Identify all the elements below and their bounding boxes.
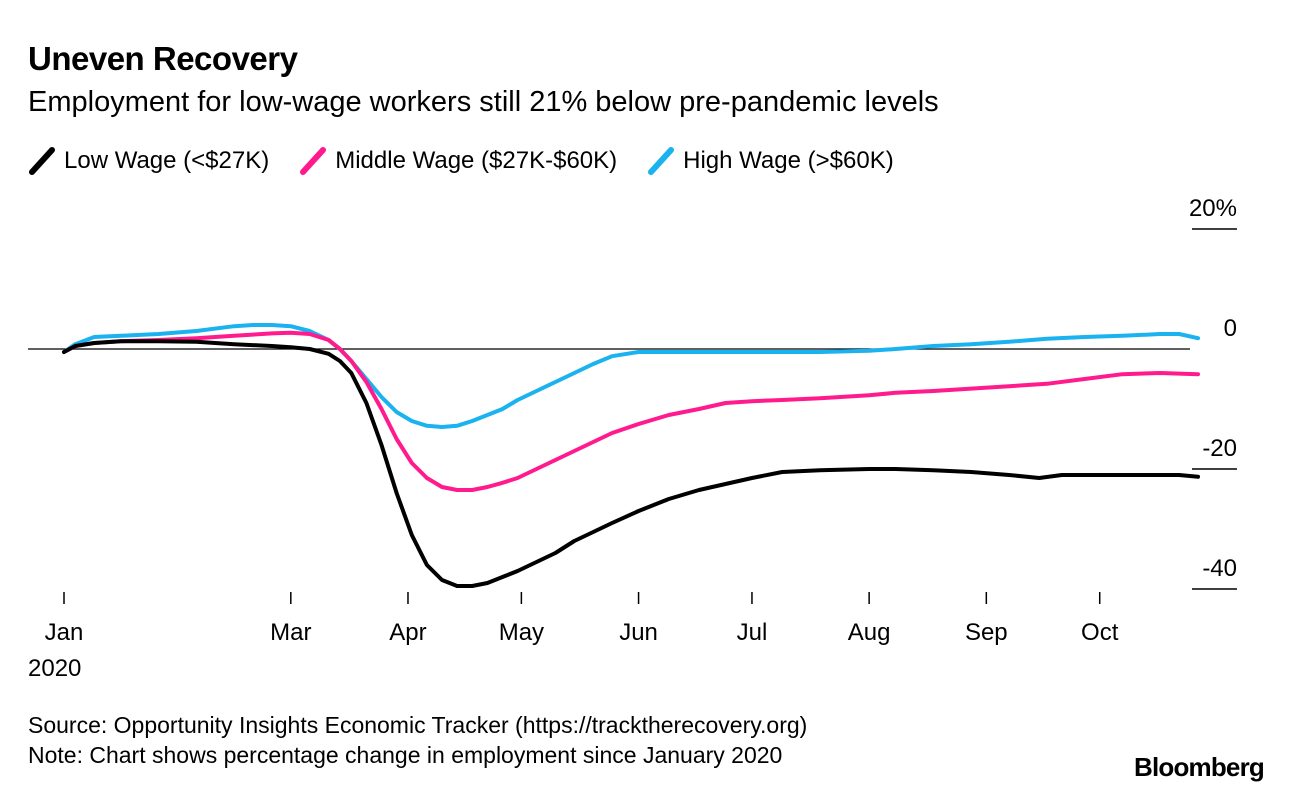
legend-label-high-wage: High Wage (>$60K) [683,147,894,174]
bloomberg-logo: Bloomberg [1133,752,1265,782]
series-line-high-wage [62,323,1200,429]
x-tick-label-oct: Oct [1081,619,1119,646]
x-year-label: 2020 [28,655,81,682]
legend: Low Wage (<$27K) Middle Wage ($27K-$60K)… [28,146,924,176]
legend-label-low-wage: Low Wage (<$27K) [64,147,270,174]
y-tick-label-minus-20: -20 [1202,435,1237,462]
legend-swatch-middle-wage [300,147,327,175]
series-line-middle-wage [62,330,1200,492]
y-tick-label-20: 20% [1189,195,1237,222]
y-tick-label-minus-40: -40 [1202,555,1237,582]
legend-swatch-low-wage [29,147,55,175]
x-tick-label-jul: Jul [737,619,768,646]
chart-title: Uneven Recovery [28,40,298,77]
x-tick-label-jun: Jun [619,619,658,646]
legend-swatch-high-wage [648,147,675,175]
x-tick-label-may: May [499,619,544,646]
legend-label-middle-wage: Middle Wage ($27K-$60K) [335,147,618,174]
legend-item-middle-wage: Middle Wage ($27K-$60K) [299,146,617,176]
y-tick-label-0: 0 [1224,315,1237,342]
series-line-low-wage [62,339,1200,588]
note-text: Note: Chart shows percentage change in e… [28,742,783,768]
x-tick-label-jan: Jan [45,619,84,646]
legend-item-low-wage: Low Wage (<$27K) [28,146,269,176]
source-notes: Source: Opportunity Insights Economic Tr… [28,710,807,770]
chart-subtitle: Employment for low-wage workers still 21… [28,86,939,118]
x-tick-label-sep: Sep [965,619,1008,646]
x-tick-label-mar: Mar [270,619,311,646]
source-text: Source: Opportunity Insights Economic Tr… [28,712,808,738]
x-tick-label-aug: Aug [848,619,891,646]
legend-item-high-wage: High Wage (>$60K) [647,146,894,176]
x-tick-label-apr: Apr [389,619,426,646]
